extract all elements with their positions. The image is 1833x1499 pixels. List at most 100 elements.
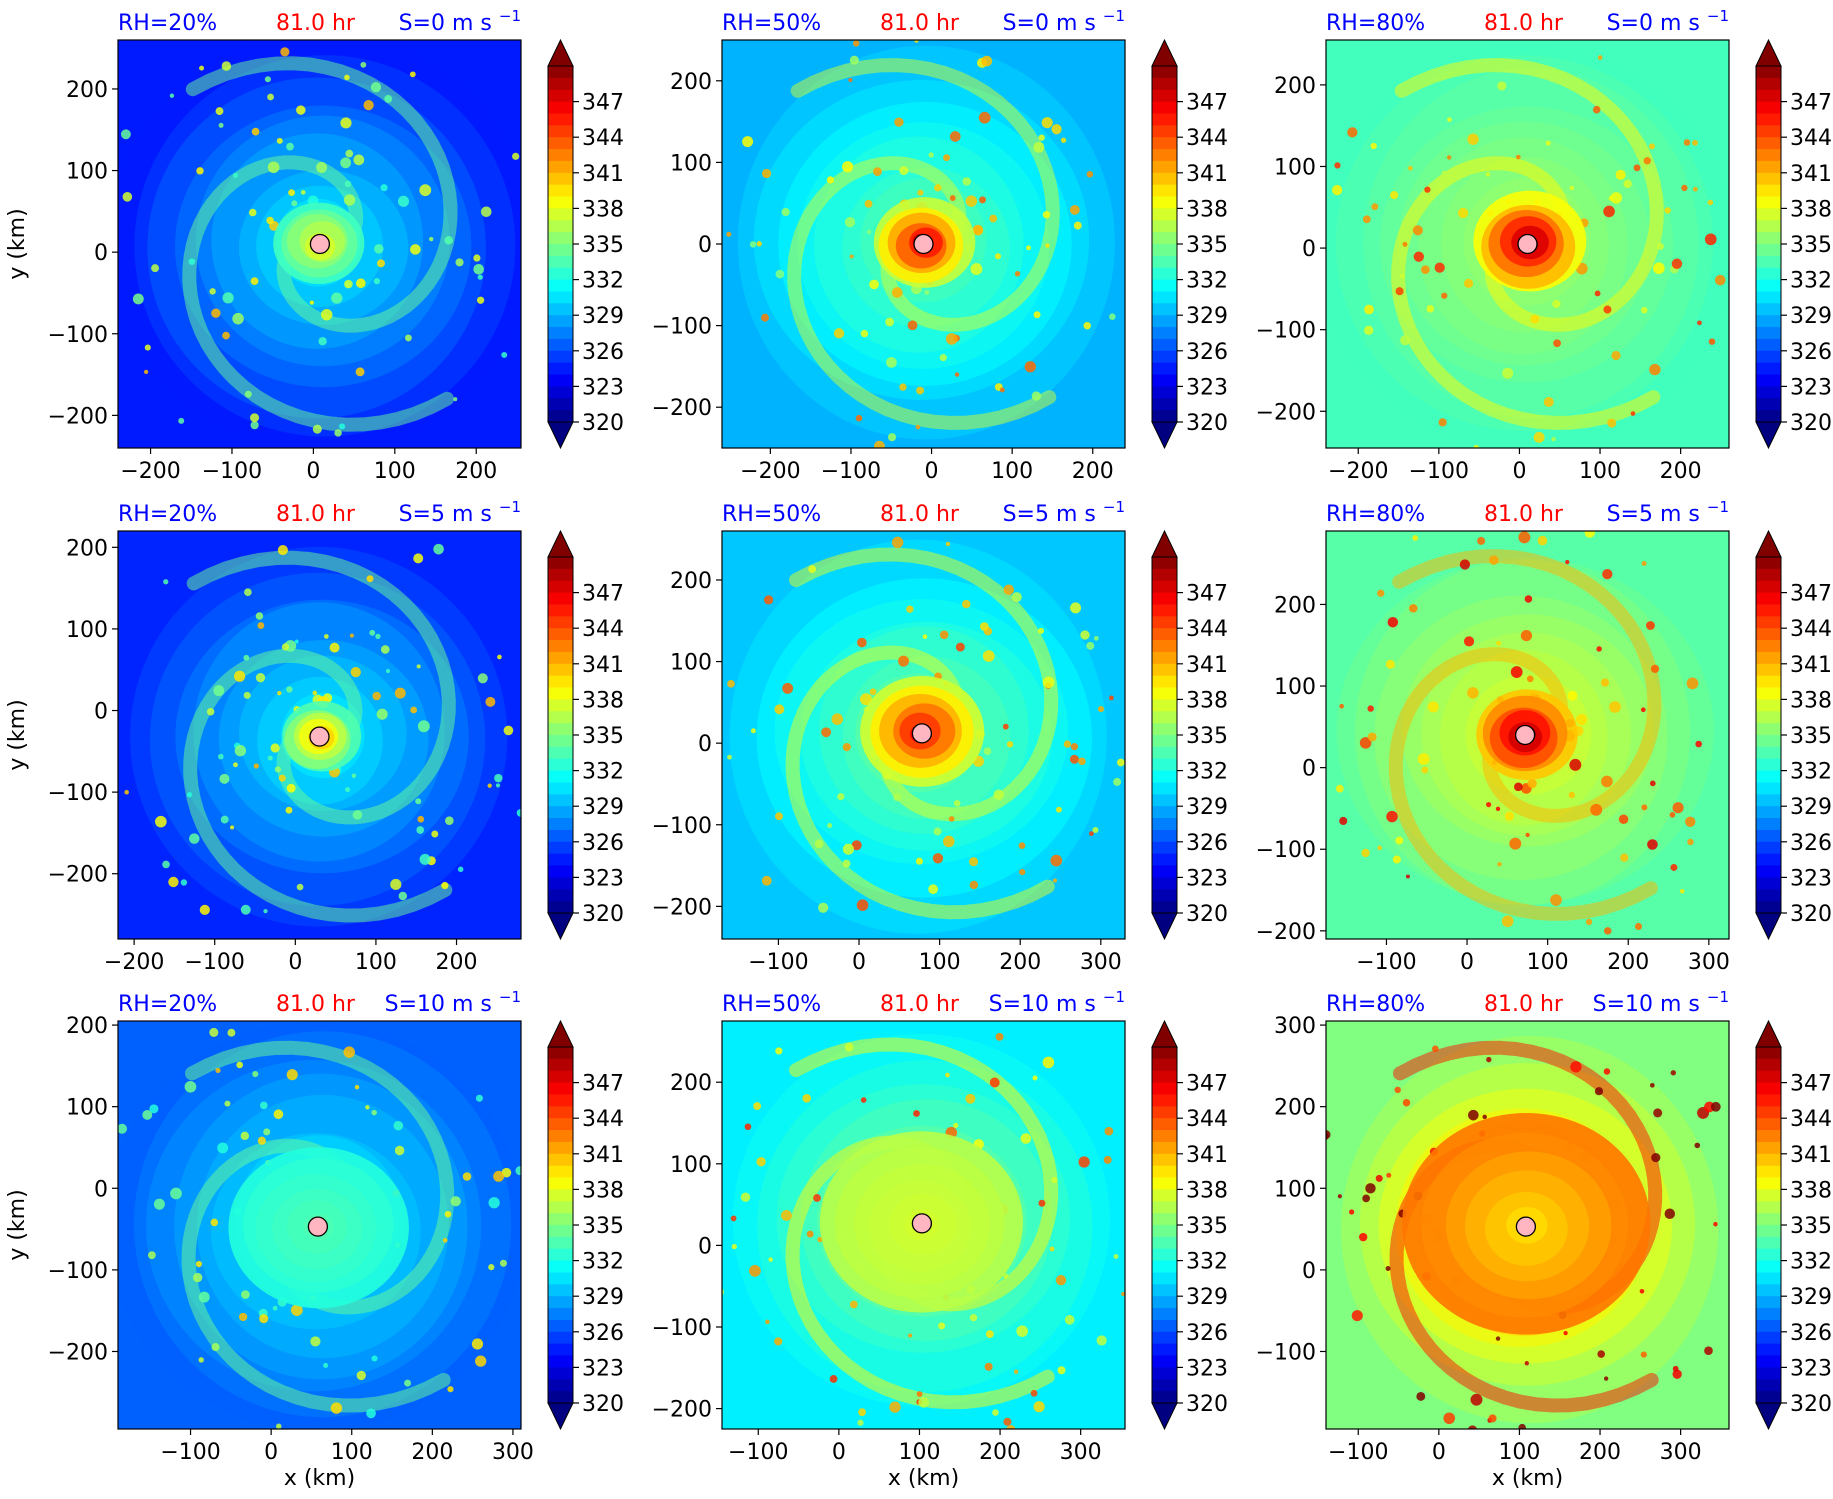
convective-cell <box>802 1093 812 1103</box>
convective-cell <box>774 1337 783 1346</box>
colorbar-segment <box>548 568 573 582</box>
convective-cell <box>163 579 169 585</box>
convective-cell <box>241 1290 250 1299</box>
convective-cell <box>1495 1336 1501 1341</box>
convective-cell <box>1693 186 1698 192</box>
convective-cell <box>1568 791 1575 799</box>
colorbar-segment <box>1152 1248 1177 1262</box>
convective-cell <box>749 241 757 248</box>
convective-cell <box>1641 306 1648 314</box>
colorbar-segment <box>1756 1319 1781 1333</box>
convective-cell <box>1545 140 1551 146</box>
axes-frame <box>117 530 522 940</box>
convective-cell <box>1405 874 1410 879</box>
colorbar-tick-label: 329 <box>582 795 624 820</box>
convective-cell <box>1526 675 1534 683</box>
convective-cell <box>380 645 390 654</box>
colorbar-segment <box>548 699 573 712</box>
colorbar-segment <box>1152 338 1177 352</box>
y-tick-label: −100 <box>652 1316 712 1341</box>
convective-cell <box>1052 878 1058 883</box>
y-tick-label: 300 <box>1274 1014 1316 1039</box>
rainband-arm <box>1394 58 1664 332</box>
convective-cell <box>949 131 961 142</box>
colorbar-extend-top <box>547 1019 574 1048</box>
x-tick-label: −100 <box>185 950 245 975</box>
convective-cell <box>340 117 352 129</box>
colorbar-tick-label: 329 <box>1790 1285 1832 1310</box>
convective-cell <box>433 543 444 555</box>
convective-cell <box>244 588 252 597</box>
x-tick-label: 100 <box>919 950 961 975</box>
convective-cell <box>1347 127 1358 138</box>
convective-cell <box>1045 243 1050 248</box>
colorbar-segment <box>1152 1391 1177 1404</box>
colorbar-segment <box>548 640 573 653</box>
convective-cell <box>278 774 286 782</box>
convective-cell <box>487 783 492 788</box>
storm-center-marker <box>1515 1216 1537 1237</box>
convective-cell <box>251 127 260 136</box>
colorbar-segment <box>548 616 573 629</box>
convective-cell <box>1486 801 1492 808</box>
convective-cell <box>1489 555 1499 565</box>
colorbar-segment <box>1756 1058 1781 1072</box>
colorbar-tick-label: 332 <box>582 760 624 785</box>
convective-cell <box>153 1198 165 1210</box>
x-tick-label: 300 <box>1688 950 1730 975</box>
convective-cell <box>1013 1369 1019 1374</box>
convective-cell <box>1426 305 1435 313</box>
y-tick-label: 200 <box>670 1071 712 1096</box>
colorbar-segment <box>1152 877 1177 890</box>
colorbar-extend-bottom <box>547 912 574 941</box>
colorbar-tick-label: 335 <box>1790 233 1832 258</box>
convective-cell <box>377 259 385 268</box>
colorbar-tick-label: 320 <box>582 902 624 927</box>
colorbar-tick-label: 332 <box>1186 1250 1228 1275</box>
colorbar-segment <box>1756 362 1781 376</box>
convective-cell <box>243 691 251 699</box>
convective-cell <box>294 639 299 644</box>
colorbar-segment <box>548 1343 573 1357</box>
convective-cell <box>813 1194 821 1202</box>
colorbar-segment <box>548 592 573 606</box>
colorbar-segment <box>548 794 573 807</box>
colorbar-tick-label: 329 <box>1790 795 1832 820</box>
colorbar-segment <box>1756 267 1781 281</box>
convective-cell <box>855 414 863 422</box>
convective-cell <box>730 1215 737 1222</box>
colorbar-segment <box>1152 770 1177 784</box>
colorbar-segment <box>548 1213 573 1226</box>
convective-cell <box>184 1080 197 1093</box>
convective-cell <box>1590 803 1603 816</box>
colorbar-segment <box>548 220 573 233</box>
convective-cell <box>1671 258 1683 269</box>
convective-cell <box>255 673 266 683</box>
convective-cell <box>471 1338 484 1350</box>
colorbar-segment <box>548 580 573 594</box>
colorbar-segment <box>1756 568 1781 582</box>
colorbar-segment <box>1756 374 1781 387</box>
convective-cell <box>291 200 298 207</box>
convective-cell <box>394 687 406 699</box>
convective-cell <box>874 440 885 448</box>
colorbar-segment <box>1756 160 1781 174</box>
colorbar-extend-top <box>1151 529 1178 558</box>
x-tick-label: 0 <box>1432 1440 1446 1465</box>
convective-cell <box>1459 559 1471 570</box>
convective-cell <box>1585 918 1593 926</box>
convective-cell <box>351 773 357 778</box>
colorbar-segment <box>548 113 573 126</box>
colorbar-segment <box>548 746 573 760</box>
convective-cell <box>215 1067 221 1074</box>
colorbar-segment <box>1756 735 1781 748</box>
x-tick-label: 100 <box>331 1440 373 1465</box>
colorbar-segment <box>548 125 573 138</box>
colorbar-segment <box>1756 628 1781 641</box>
convective-cell <box>842 743 851 752</box>
convective-cell <box>1473 40 1477 41</box>
convective-cell <box>1377 589 1385 597</box>
convective-cell <box>457 866 464 873</box>
convective-cell <box>831 713 844 725</box>
convective-cell <box>1078 1156 1090 1168</box>
